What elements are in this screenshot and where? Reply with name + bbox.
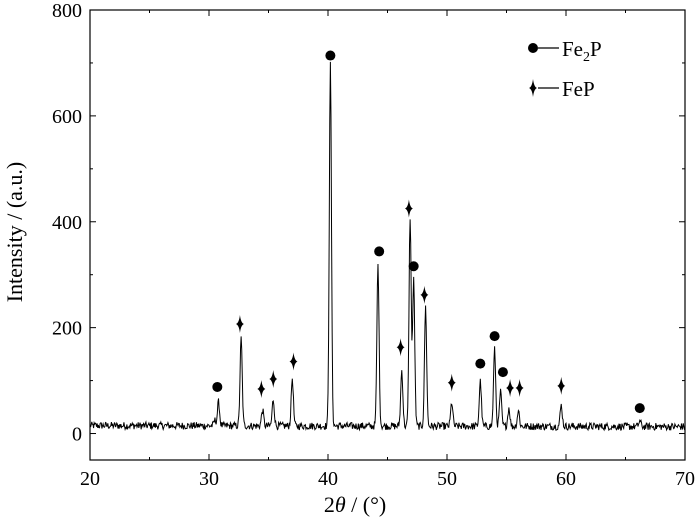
y-tick-label: 0 xyxy=(72,424,82,446)
legend-label-fep: FeP xyxy=(562,77,595,101)
x-tick-label: 30 xyxy=(199,468,219,490)
legend: Fe2P FeP xyxy=(528,37,602,101)
x-tick-label: 40 xyxy=(318,468,338,490)
x-axis-title: 2θ / (°) xyxy=(324,492,386,517)
x-tick-label: 60 xyxy=(556,468,576,490)
legend-item-fe2p: Fe2P xyxy=(528,37,602,65)
marker-fe2p xyxy=(408,261,419,272)
marker-fep xyxy=(269,370,278,388)
y-tick-label: 800 xyxy=(52,0,82,22)
marker-fep xyxy=(289,352,298,371)
legend-marker-star xyxy=(529,79,559,97)
marker-fe2p xyxy=(374,246,385,257)
marker-fep xyxy=(447,373,456,392)
y-tick-label: 400 xyxy=(52,212,82,234)
series-line-xrd xyxy=(89,61,686,432)
marker-fep xyxy=(404,199,413,218)
marker-fep xyxy=(506,379,515,397)
marker-fep xyxy=(515,379,524,397)
marker-fe2p xyxy=(325,50,336,61)
x-tick-label: 70 xyxy=(675,468,695,490)
marker-fe2p xyxy=(212,381,223,392)
marker-fep xyxy=(420,285,429,304)
plot-area: 20 30 40 50 60 70 0 200 400 600 800 xyxy=(52,0,695,490)
x-tick-label: 20 xyxy=(80,468,100,490)
legend-circle-fe2p xyxy=(528,43,538,53)
legend-star-fep xyxy=(529,79,537,97)
marker-fep xyxy=(396,338,405,357)
legend-item-fep: FeP xyxy=(529,77,595,101)
marker-fep xyxy=(557,376,566,395)
marker-fep xyxy=(257,380,266,399)
marker-fe2p xyxy=(497,367,508,378)
legend-label-fe2p: Fe2P xyxy=(562,37,602,65)
marker-fep xyxy=(235,314,244,333)
y-tick-label: 600 xyxy=(52,106,82,128)
legend-marker-circle xyxy=(528,43,559,53)
marker-fe2p xyxy=(475,358,486,369)
marker-fe2p xyxy=(489,331,500,342)
y-tick-label: 200 xyxy=(52,318,82,340)
plot-frame xyxy=(89,9,686,461)
x-tick-label: 50 xyxy=(437,468,457,490)
y-axis-title: Intensity / (a.u.) xyxy=(2,162,27,303)
marker-fe2p xyxy=(634,403,645,414)
